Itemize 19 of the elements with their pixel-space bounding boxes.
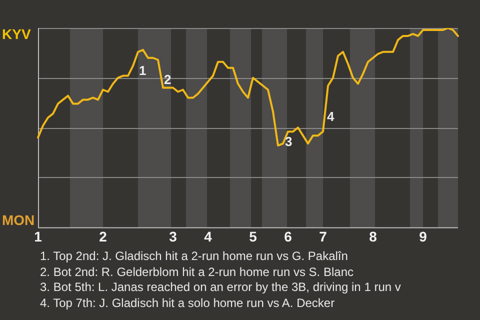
annotation: 2 [164, 72, 172, 87]
text: MON [2, 212, 35, 228]
x-tick-label: 1 [34, 228, 42, 244]
annotation: 3 [285, 134, 292, 149]
annotation: 1 [139, 63, 146, 78]
x-tick-label: 6 [284, 228, 292, 244]
text: 2. Bot 2nd: R. Gelderblom hit a 2-run home run vs S. Blanc [40, 264, 354, 280]
x-tick-label: 3 [169, 228, 178, 244]
x-tick-label: 9 [419, 228, 428, 244]
x-tick-label: 4 [204, 228, 212, 244]
x-tick-label: 7 [319, 228, 328, 244]
text: 1. Top 2nd: J. Gladisch hit a 2-run home run vs G. Pakalîn [40, 249, 349, 264]
annotation: 4 [327, 109, 334, 124]
x-tick-label: 8 [369, 228, 378, 244]
text: 3. Bot 5th: L. Janas reached on an error by the 3B, driving in 1 run v [40, 280, 401, 296]
x-tick-label: 2 [99, 228, 108, 244]
text: KYV [2, 26, 31, 42]
text: 4. Top 7th: J. Gladisch hit a solo home run vs A. Decker [40, 296, 336, 311]
x-tick-label: 5 [249, 228, 258, 244]
